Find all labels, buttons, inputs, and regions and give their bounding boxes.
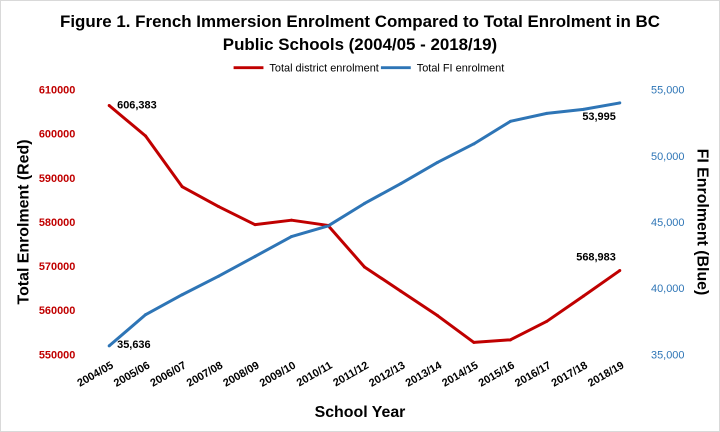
- data-point-total: [253, 223, 257, 227]
- x-tick-label: 2009/10: [258, 360, 298, 390]
- x-tick-label: 2011/12: [331, 360, 371, 390]
- data-points: [107, 101, 622, 348]
- right-tick-label: 45,000: [651, 217, 684, 229]
- x-tick-label: 2014/15: [440, 360, 480, 390]
- data-point-fi: [326, 224, 330, 228]
- left-tick-label: 610000: [39, 85, 75, 97]
- x-tick-label: 2018/19: [586, 360, 626, 390]
- right-axis-ticks: 55,000 50,000 45,000 40,000 35,000: [651, 85, 684, 362]
- x-tick-label: 2013/14: [404, 359, 445, 390]
- left-axis-ticks: 610000 600000 590000 580000 570000 560000 5500…: [39, 85, 75, 362]
- x-tick-label: 2004/05: [75, 360, 115, 390]
- data-point-total: [290, 218, 294, 222]
- data-point-total: [472, 340, 476, 344]
- legend-label-total: Total district enrolment: [269, 63, 378, 75]
- data-point-fi: [508, 119, 512, 123]
- data-point-total: [217, 205, 221, 209]
- left-tick-label: 570000: [39, 261, 75, 273]
- x-axis-title: School Year: [315, 404, 406, 421]
- x-axis-ticks: 2004/052005/062006/072007/082008/092009/…: [75, 359, 626, 390]
- data-point-total: [362, 265, 366, 269]
- data-point-fi: [472, 142, 476, 146]
- left-tick-label: 600000: [39, 129, 75, 141]
- x-tick-label: 2017/18: [550, 360, 590, 390]
- data-point-total: [618, 269, 622, 273]
- data-point-total: [107, 104, 111, 108]
- x-tick-label: 2006/07: [148, 360, 188, 390]
- data-point-total: [508, 338, 512, 342]
- right-tick-label: 40,000: [651, 283, 684, 295]
- data-label-blue-first: 35,636: [117, 339, 150, 351]
- data-label-red-first: 606,383: [117, 100, 157, 112]
- left-tick-label: 580000: [39, 217, 75, 229]
- left-tick-label: 560000: [39, 305, 75, 317]
- x-tick-label: 2008/09: [221, 360, 261, 390]
- data-point-fi: [253, 254, 257, 258]
- chart-title-line1: Figure 1. French Immersion Enrolment Com…: [60, 12, 660, 31]
- legend: Total district enrolment Total FI enrolm…: [233, 63, 505, 75]
- right-tick-label: 35,000: [651, 349, 684, 361]
- data-point-total: [144, 134, 148, 138]
- series-line-total-enrolment: [108, 104, 621, 344]
- x-tick-label: 2010/11: [295, 360, 335, 390]
- data-point-fi: [290, 235, 294, 238]
- left-tick-label: 590000: [39, 173, 75, 185]
- data-point-fi: [107, 344, 111, 348]
- y-axis-title-right: FI Enrolment (Blue): [693, 149, 710, 296]
- x-tick-label: 2012/13: [367, 360, 407, 390]
- left-tick-label: 550000: [39, 349, 75, 361]
- data-point-fi: [581, 107, 585, 111]
- data-point-total: [180, 185, 184, 189]
- data-point-total: [581, 294, 585, 298]
- data-point-fi: [144, 313, 148, 317]
- data-label-blue-last: 53,995: [582, 111, 615, 123]
- data-point-fi: [217, 274, 221, 278]
- data-point-fi: [399, 182, 403, 186]
- data-point-fi: [362, 201, 366, 205]
- data-point-total: [399, 289, 403, 293]
- data-point-fi: [435, 160, 439, 164]
- right-tick-label: 50,000: [651, 151, 684, 163]
- x-tick-label: 2005/06: [112, 360, 152, 390]
- y-axis-title-left: Total Enrolment (Red): [16, 139, 33, 304]
- data-point-total: [435, 314, 439, 318]
- data-label-red-last: 568,983: [576, 252, 616, 264]
- data-point-fi: [545, 111, 549, 115]
- chart-title-line2: Public Schools (2004/05 - 2018/19): [223, 35, 497, 54]
- x-tick-label: 2015/16: [477, 360, 517, 390]
- series-line-fi-enrolment: [108, 101, 621, 348]
- x-tick-label: 2007/08: [185, 360, 225, 390]
- right-tick-label: 55,000: [651, 85, 684, 97]
- legend-label-fi: Total FI enrolment: [417, 63, 505, 75]
- data-point-fi: [618, 101, 622, 105]
- x-tick-label: 2016/17: [513, 360, 553, 390]
- data-point-total: [545, 319, 549, 323]
- data-point-fi: [180, 293, 184, 297]
